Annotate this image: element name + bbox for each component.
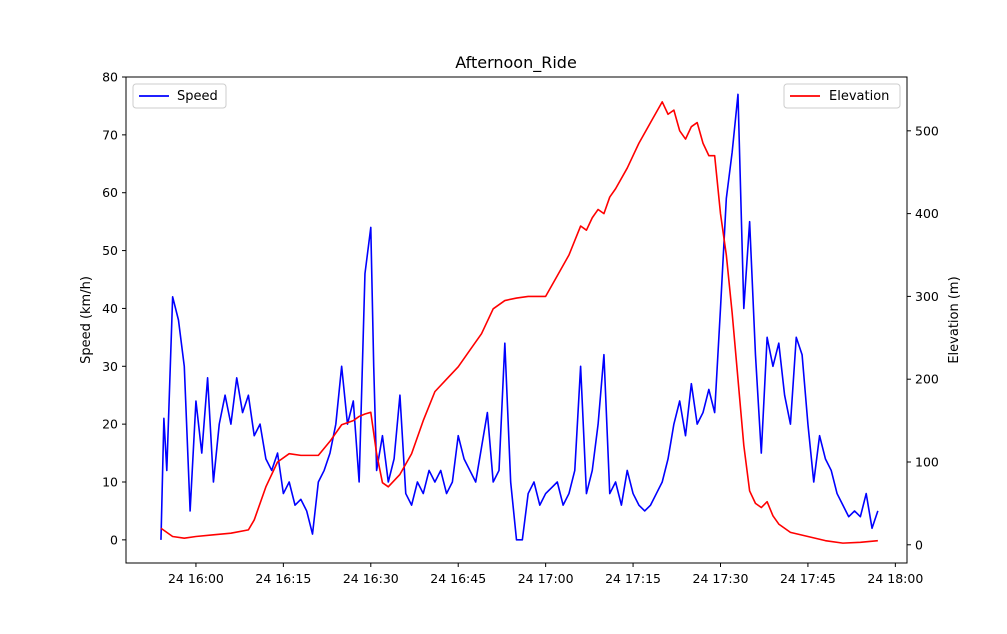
x-tick-label: 24 16:45 [430, 571, 486, 586]
chart-title: Afternoon_Ride [455, 53, 577, 73]
x-axis: 24 16:00 24 16:15 24 16:30 24 16:45 24 17:00… [168, 563, 923, 586]
series-line-speed [160, 93, 879, 541]
y-right-tick-label: 400 [915, 206, 939, 221]
legend-speed-box [132, 83, 227, 109]
x-tick-label: 24 17:30 [693, 571, 749, 586]
y-left-tick-label: 60 [102, 185, 118, 200]
y-left-tick-label: 70 [102, 127, 118, 142]
y-right-tick-label: 0 [915, 537, 923, 552]
y-left-tick-label: 40 [102, 301, 118, 316]
legend-elevation-box [783, 83, 901, 109]
x-tick-label: 24 17:45 [780, 571, 836, 586]
y-left-tick-label: 80 [102, 70, 118, 85]
plot-frame [125, 76, 908, 564]
series-line-elevation [160, 101, 878, 544]
legend-elevation-label: Elevation [829, 89, 889, 104]
y-right-tick-label: 100 [915, 454, 939, 469]
y-axis-left-label: Speed (km/h) [79, 276, 94, 364]
y-axis-left: 0 10 20 30 40 50 60 70 80 [102, 70, 126, 547]
y-left-tick-label: 50 [102, 243, 118, 258]
y-right-tick-label: 500 [915, 123, 939, 138]
y-axis-right-label: Elevation (m) [947, 276, 962, 363]
y-left-tick-label: 10 [102, 475, 118, 490]
x-tick-label: 24 17:15 [605, 571, 661, 586]
x-tick-label: 24 16:15 [255, 571, 311, 586]
legend-elevation: Elevation [783, 83, 901, 109]
x-tick-label: 24 18:00 [867, 571, 923, 586]
series-layer [160, 93, 879, 544]
legend-speed-label: Speed [177, 89, 218, 104]
y-left-tick-label: 30 [102, 359, 118, 374]
y-right-tick-label: 300 [915, 289, 939, 304]
y-left-tick-label: 20 [102, 417, 118, 432]
x-tick-label: 24 17:00 [518, 571, 574, 586]
y-axis-right: 0 100 200 300 400 500 [907, 123, 939, 552]
legend-speed: Speed [132, 83, 227, 109]
x-tick-label: 24 16:30 [343, 571, 399, 586]
y-right-tick-label: 200 [915, 372, 939, 387]
y-left-tick-label: 0 [110, 532, 118, 547]
x-tick-label: 24 16:00 [168, 571, 224, 586]
